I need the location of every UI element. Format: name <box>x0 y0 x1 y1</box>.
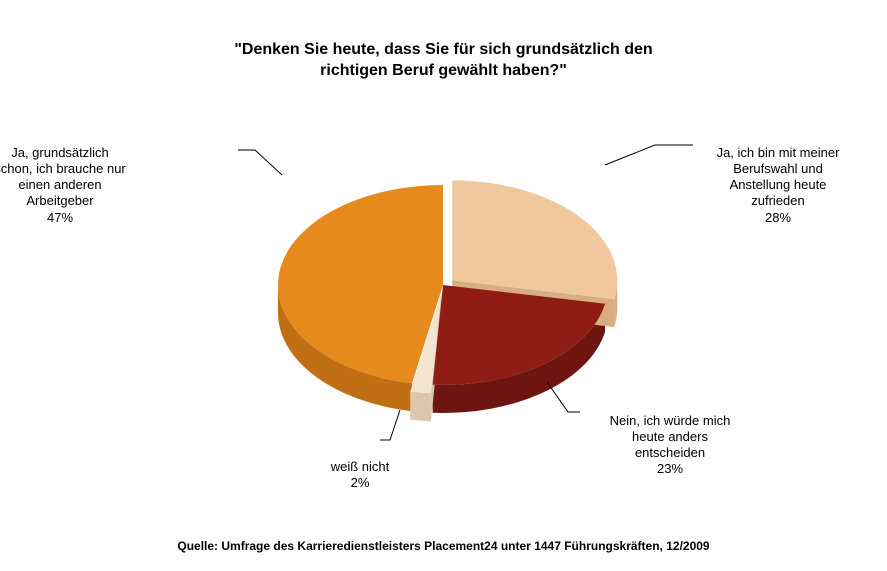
slice-label: Ja, ich bin mit meinerBerufswahl undAnst… <box>693 145 863 226</box>
leader-line <box>380 410 400 440</box>
slice-label: Nein, ich würde michheute andersentschei… <box>580 413 760 478</box>
leader-line <box>605 145 693 165</box>
source-text: Quelle: Umfrage des Karrieredienstleiste… <box>0 539 887 553</box>
pie-slice-top <box>452 180 617 299</box>
title-line2: richtigen Beruf gewählt haben?" <box>320 62 567 79</box>
chart-container: "Denken Sie heute, dass Sie für sich gru… <box>0 0 887 571</box>
title-line1: "Denken Sie heute, dass Sie für sich gru… <box>234 41 652 58</box>
slice-label: weiß nicht2% <box>315 459 405 492</box>
chart-title: "Denken Sie heute, dass Sie für sich gru… <box>0 40 887 82</box>
leader-line <box>238 150 282 175</box>
slice-label: Ja, grundsätzlichschon, ich brauche nure… <box>0 145 150 226</box>
